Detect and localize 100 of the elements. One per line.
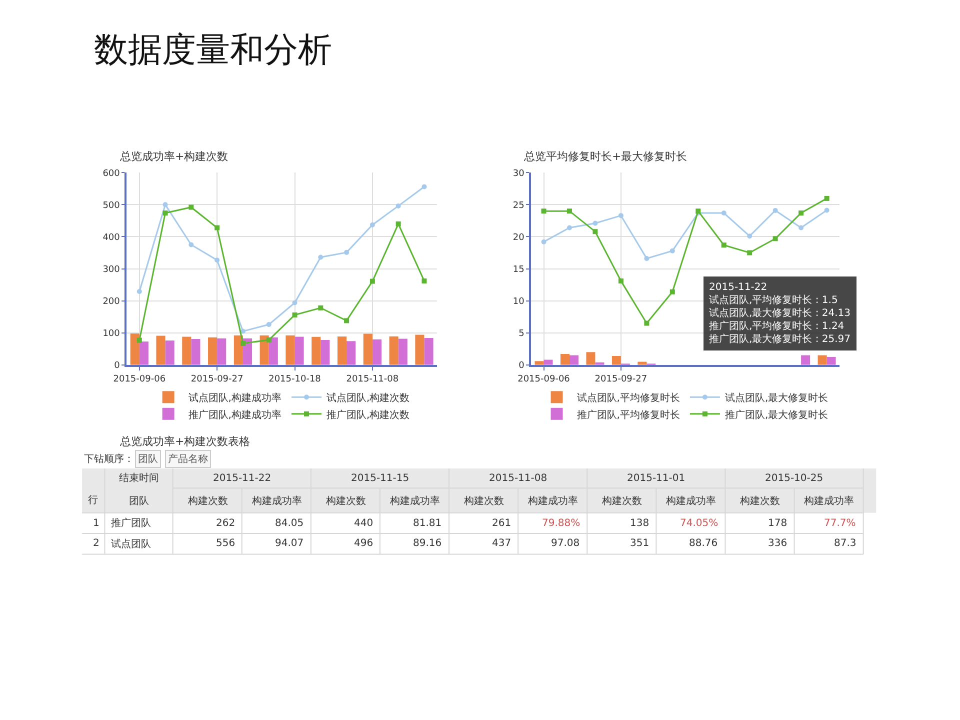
x-tick-label: 2015-09-06 — [518, 374, 570, 384]
legend-label: 推广团队,构建成功率 — [188, 408, 282, 421]
category-label: 构建成功率 — [389, 495, 440, 507]
y-tick-label: 300 — [102, 264, 120, 275]
text: 推广团队 — [111, 517, 151, 529]
y-tick-label: 0 — [114, 361, 120, 372]
category-label: 构建成功率 — [665, 495, 716, 507]
category-label: 构建次数 — [601, 495, 642, 507]
bar — [818, 355, 827, 365]
y-tick-label: 400 — [102, 232, 120, 243]
y-tick-label: 600 — [102, 168, 120, 179]
legend-label: 试点团队,平均修复时长 — [576, 392, 680, 404]
data-label: 81.81 — [413, 518, 442, 529]
bar — [826, 356, 836, 365]
point — [292, 312, 298, 318]
category-label: 构建次数 — [463, 495, 504, 507]
bar — [801, 355, 810, 365]
category-label: 构建成功率 — [251, 495, 302, 507]
point — [292, 300, 298, 306]
point — [396, 221, 401, 226]
y-tick-label: 15 — [512, 264, 524, 275]
legend-label: 推广团队,最大修复时长 — [724, 408, 828, 421]
point — [344, 250, 350, 255]
text: 2015-10-25 — [765, 473, 824, 484]
point — [541, 239, 546, 244]
point — [370, 222, 375, 228]
point — [644, 256, 650, 262]
bar — [560, 354, 570, 365]
point — [318, 305, 324, 310]
y-tick-label: 30 — [512, 168, 525, 179]
data-label: 556 — [216, 538, 236, 549]
data-label: 87.3 — [834, 538, 856, 549]
data-label: 437 — [492, 538, 512, 549]
point — [136, 289, 142, 294]
text: 2 — [93, 538, 100, 549]
legend-label: 推广团队,构建次数 — [326, 408, 410, 421]
category-label: 构建成功率 — [803, 495, 854, 507]
legend-label: 推广团队,平均修复时长 — [576, 408, 680, 421]
data-label: 94.07 — [275, 538, 304, 549]
chart-title: 总览平均修复时长+最大修复时长 — [523, 150, 688, 163]
point — [541, 208, 546, 214]
y-tick-label: 25 — [512, 200, 524, 211]
point — [240, 328, 246, 334]
text: 行 — [88, 495, 98, 506]
point — [566, 208, 572, 214]
category-label: 构建次数 — [187, 495, 228, 507]
x-tick-label: 2015-10-18 — [268, 374, 322, 384]
y-tick-label: 0 — [518, 361, 525, 372]
text: 结束时间 — [119, 472, 159, 484]
point — [240, 340, 246, 346]
point — [188, 204, 194, 210]
text: 2015-11-01 — [627, 473, 686, 484]
category-label: 构建成功率 — [527, 495, 578, 507]
x-tick-label: 2015-09-27 — [594, 374, 648, 384]
point — [798, 225, 804, 230]
point — [592, 220, 598, 226]
point — [188, 242, 194, 248]
text: 数据度量和分析 — [94, 30, 332, 70]
data-label: 178 — [768, 518, 788, 529]
point — [772, 236, 778, 242]
point — [344, 318, 350, 324]
text: 总览成功率+构建次数表格 — [119, 435, 250, 448]
point — [618, 213, 624, 218]
point — [670, 289, 675, 294]
data-label: 261 — [492, 518, 512, 529]
data-label: 88.76 — [689, 538, 718, 549]
data-label: 77.7% — [824, 518, 856, 529]
point — [266, 337, 272, 342]
y-tick-label: 10 — [512, 296, 525, 307]
data-label: 84.05 — [275, 518, 304, 529]
point — [136, 338, 142, 343]
category-label: 构建次数 — [739, 495, 780, 507]
point — [618, 278, 624, 284]
point — [772, 208, 778, 213]
point — [422, 278, 427, 284]
point — [670, 248, 675, 254]
point — [396, 203, 401, 208]
point — [566, 225, 572, 230]
text: 团队 — [129, 495, 149, 507]
text: 2015-11-15 — [351, 473, 410, 484]
point — [318, 254, 324, 260]
x-tick-label: 2015-09-06 — [113, 374, 166, 384]
text: 团队 — [138, 453, 158, 465]
data-label: 336 — [768, 538, 788, 549]
text: 2015-11-22 — [213, 473, 272, 484]
point — [214, 258, 220, 263]
y-tick-label: 5 — [518, 329, 524, 340]
data-label: 74.05% — [680, 518, 718, 529]
data-label: 440 — [354, 518, 374, 529]
data-label: 79.88% — [542, 518, 580, 529]
text: 2015-11-08 — [489, 473, 548, 484]
annotation: 2015-11-22 试点团队,平均修复时长 : 1.5 试点团队,最大修复时长 : 24.13 推广团队,平均修复时长 : 1.24 推广团队,最大修复时长 : 25.97 — [709, 282, 851, 345]
point — [422, 184, 427, 190]
point — [266, 322, 272, 328]
chart-title: 总览成功率+构建次数 — [119, 150, 228, 163]
point — [592, 229, 598, 234]
text: 产品名称 — [168, 453, 208, 465]
point — [644, 320, 650, 326]
y-tick-label: 200 — [102, 296, 120, 307]
data-label: 351 — [630, 538, 650, 549]
